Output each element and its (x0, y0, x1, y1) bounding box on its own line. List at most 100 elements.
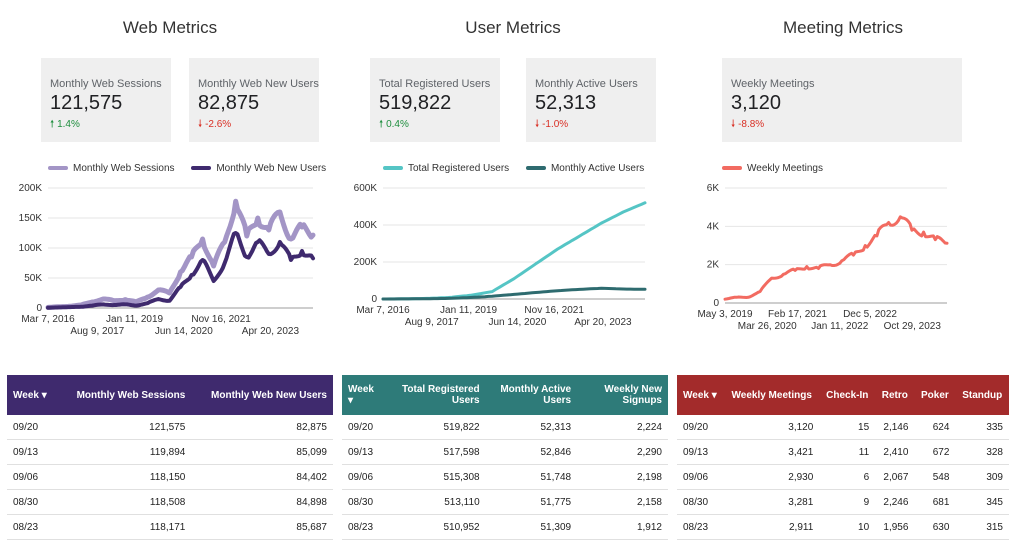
y-tick-label: 200K (19, 183, 43, 194)
column-header[interactable]: Weekly Meetings (731, 389, 812, 401)
legend-swatch (48, 166, 68, 170)
table-row[interactable]: 08/30 513,110 51,775 2,158 (342, 489, 668, 515)
table-row[interactable]: 08/23 118,171 85,687 (7, 514, 333, 540)
legend-swatch (722, 166, 742, 170)
week-cell: 09/13 (7, 439, 58, 465)
week-cell: 09/20 (7, 415, 58, 440)
series-line-web-sessions[interactable] (45, 198, 316, 310)
value-cell: 84,898 (191, 489, 333, 515)
week-cell: 08/23 (7, 514, 58, 540)
legend-item[interactable]: Total Registered Users (383, 163, 509, 174)
kpi-card-weekly-meetings[interactable]: Weekly Meetings 3,120 🠗 -8.8% (722, 58, 962, 142)
table-row[interactable]: 09/06 118,150 84,402 (7, 464, 333, 490)
value-cell: 2,911 (724, 514, 820, 540)
week-cell: 09/06 (677, 464, 725, 490)
value-cell: 513,110 (385, 489, 486, 515)
value-cell: 118,171 (57, 514, 192, 540)
kpi-label: Monthly Web New Users (198, 78, 319, 90)
value-cell: 2,930 (724, 464, 820, 490)
value-cell: 6 (819, 464, 876, 490)
column-header[interactable]: Poker (921, 389, 949, 401)
meeting-metrics-chart[interactable]: 0 2K 4K 6K May 3, 2019 Feb 17, 2021 Dec 5, 202… (680, 180, 980, 345)
legend-item[interactable]: Monthly Web New Users (191, 163, 326, 174)
legend-item[interactable]: Monthly Active Users (525, 163, 644, 174)
kpi-label: Weekly Meetings (731, 78, 815, 90)
table-row[interactable]: 09/13 3,421 11 2,410 672 328 (677, 439, 1009, 465)
legend-item[interactable]: Weekly Meetings (722, 163, 823, 174)
week-cell: 09/13 (677, 439, 725, 465)
kpi-card-web-new-users[interactable]: Monthly Web New Users 82,875 🠗 -2.6% (189, 58, 319, 142)
column-header-week[interactable]: Week ▾ (13, 389, 47, 401)
kpi-card-active-users[interactable]: Monthly Active Users 52,313 🠗 -1.0% (526, 58, 656, 142)
column-header-week[interactable]: Week ▾ (348, 384, 374, 406)
caret-down-icon[interactable]: ▾ (708, 389, 717, 401)
column-header[interactable]: Standup (962, 389, 1003, 401)
table-row[interactable]: 09/20 121,575 82,875 (7, 415, 333, 440)
table-row[interactable]: 08/23 2,911 10 1,956 630 315 (677, 514, 1009, 540)
y-tick-label: 6K (707, 183, 720, 194)
kpi-label: Monthly Web Sessions (50, 78, 162, 90)
caret-down-icon[interactable]: ▾ (348, 395, 354, 406)
value-cell: 2,198 (577, 464, 668, 490)
column-header[interactable]: Retro (881, 389, 908, 401)
table-row[interactable]: 09/20 519,822 52,313 2,224 (342, 415, 668, 440)
legend-swatch (525, 166, 546, 170)
value-cell: 548 (914, 464, 956, 490)
week-cell: 08/23 (677, 514, 725, 540)
web-metrics-chart[interactable]: 0 50K 100K 150K 200K Mar 7, 2016 Jan 11, 2019 N… (0, 180, 330, 345)
x-tick-label: Jan 11, 2022 (811, 321, 869, 332)
table-row[interactable]: 09/13 517,598 52,846 2,290 (342, 439, 668, 465)
value-cell: 510,952 (385, 514, 486, 540)
column-header[interactable]: Monthly Active Users (500, 384, 572, 406)
y-tick-label: 0 (36, 303, 42, 314)
column-header-week[interactable]: Week ▾ (683, 389, 717, 401)
value-cell: 681 (914, 489, 956, 515)
arrow-up-icon: 🠕 (379, 119, 384, 130)
user-metrics-title: User Metrics (465, 18, 561, 37)
series-line-web-new-users[interactable] (46, 231, 315, 310)
value-cell: 309 (955, 464, 1009, 490)
value-cell: 517,598 (385, 439, 486, 465)
legend-swatch (383, 166, 403, 170)
column-header[interactable]: Weekly New Signups (604, 384, 662, 406)
table-row[interactable]: 09/06 515,308 51,748 2,198 (342, 464, 668, 490)
series-line-registered-users[interactable] (381, 201, 647, 301)
value-cell: 119,894 (57, 439, 192, 465)
table-row[interactable]: 08/23 510,952 51,309 1,912 (342, 514, 668, 540)
kpi-value: 82,875 (198, 92, 260, 114)
column-header[interactable]: Monthly Web Sessions (76, 389, 186, 401)
value-cell: 3,421 (724, 439, 820, 465)
x-tick-label: Jan 11, 2019 (440, 305, 498, 316)
series-line-meetings[interactable] (723, 215, 949, 301)
x-tick-label: Mar 7, 2016 (356, 305, 410, 316)
week-cell: 08/30 (342, 489, 386, 515)
y-tick-label: 4K (707, 221, 720, 232)
value-cell: 624 (914, 415, 956, 440)
value-cell: 2,410 (875, 439, 915, 465)
series-line-active-users[interactable] (381, 286, 647, 301)
column-header[interactable]: Total Registered Users (402, 384, 480, 406)
value-cell: 2,224 (577, 415, 668, 440)
week-cell: 09/06 (7, 464, 58, 490)
arrow-up-icon: 🠕 (50, 119, 55, 130)
user-metrics-chart[interactable]: 0 200K 400K 600K Mar 7, 2016 Jan 11, 2019 Nov … (340, 180, 660, 345)
web-metrics-title: Web Metrics (122, 18, 218, 37)
table-row[interactable]: 09/06 2,930 6 2,067 548 309 (677, 464, 1009, 490)
table-row[interactable]: 09/20 3,120 15 2,146 624 335 (677, 415, 1009, 440)
x-tick-label: Dec 5, 2022 (843, 309, 897, 320)
kpi-change: 🠕 1.4% (50, 119, 80, 130)
legend-item[interactable]: Monthly Web Sessions (48, 163, 175, 174)
column-header[interactable]: Check-In (826, 389, 869, 401)
value-cell: 519,822 (385, 415, 486, 440)
x-tick-label: Apr 20, 2023 (574, 317, 632, 328)
table-row[interactable]: 08/30 118,508 84,898 (7, 489, 333, 515)
column-header[interactable]: Monthly Web New Users (211, 389, 327, 401)
table-row[interactable]: 09/13 119,894 85,099 (7, 439, 333, 465)
kpi-card-web-sessions[interactable]: Monthly Web Sessions 121,575 🠕 1.4% (41, 58, 171, 142)
table-row[interactable]: 08/30 3,281 9 2,246 681 345 (677, 489, 1009, 515)
caret-down-icon[interactable]: ▾ (38, 389, 47, 401)
value-cell: 3,120 (724, 415, 820, 440)
kpi-card-registered-users[interactable]: Total Registered Users 519,822 🠕 0.4% (370, 58, 500, 142)
x-tick-label: Jan 11, 2019 (106, 314, 164, 325)
kpi-change: 🠗 -8.8% (731, 119, 765, 130)
